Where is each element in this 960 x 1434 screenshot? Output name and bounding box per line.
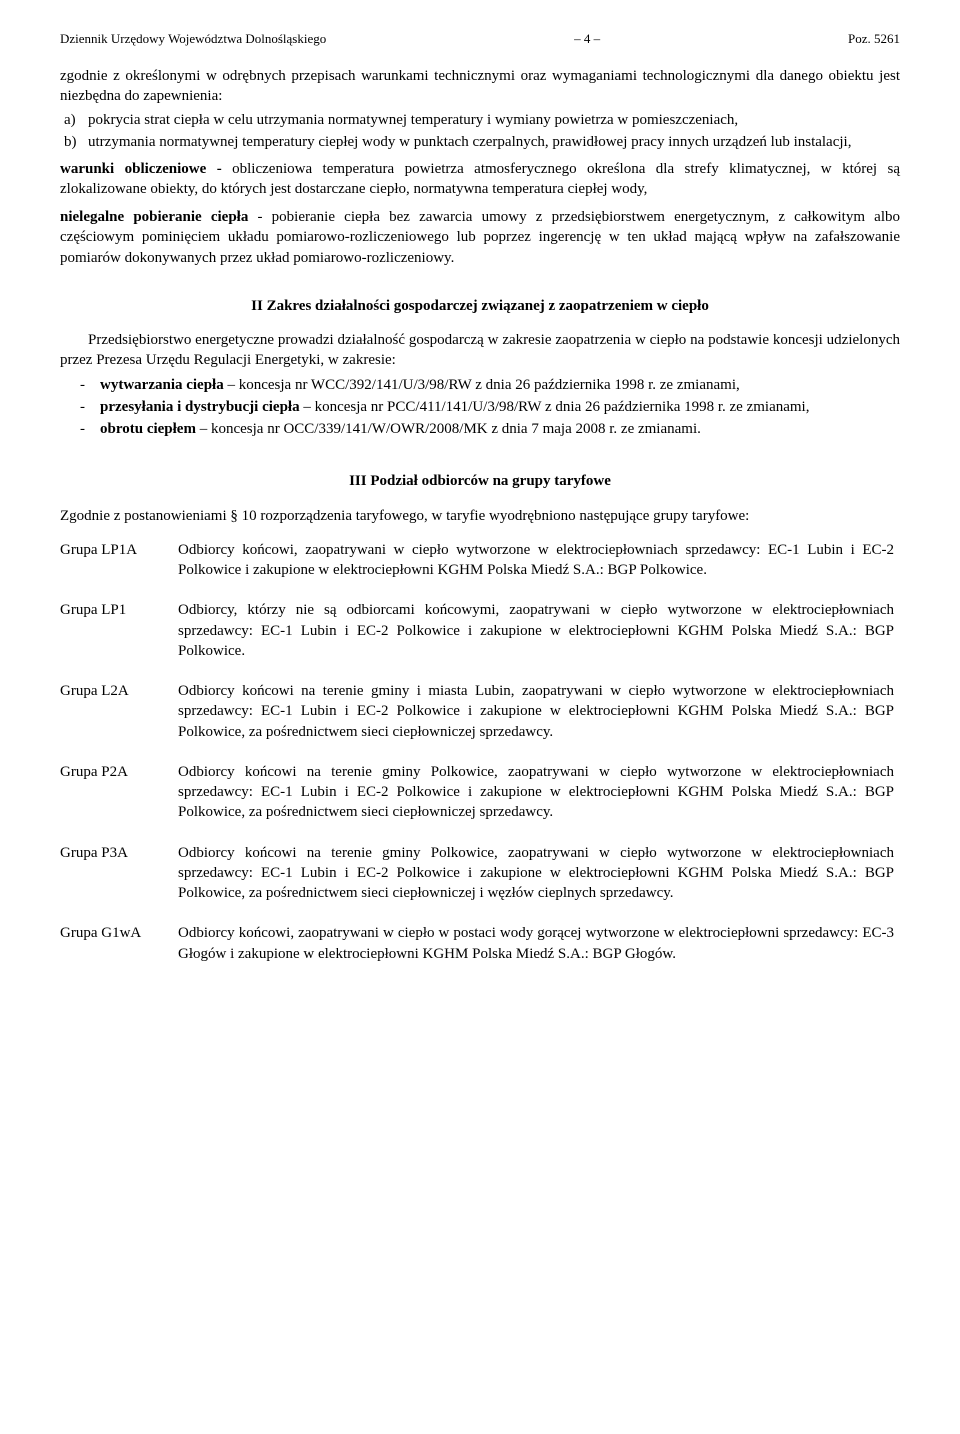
page-content: Dziennik Urzędowy Województwa Dolnośląsk… xyxy=(0,0,960,1018)
section2-title: II Zakres działalności gospodarczej zwią… xyxy=(60,296,900,316)
list-marker: - xyxy=(80,419,100,439)
group-label: Grupa P3A xyxy=(60,837,178,918)
s2-i3-bold: obrotu ciepłem xyxy=(100,421,200,437)
definition-warunki: warunki obliczeniowe - obliczeniowa temp… xyxy=(60,159,900,200)
group-desc: Odbiorcy końcowi na terenie gminy i mias… xyxy=(178,675,900,756)
s2-i2-rest: – koncesja nr PCC/411/141/U/3/98/RW z dn… xyxy=(300,399,810,415)
table-row: Grupa LP1 Odbiorcy, którzy nie są odbior… xyxy=(60,594,900,675)
group-desc: Odbiorcy końcowi, zaopatrywani w ciepło … xyxy=(178,917,900,978)
def1-bold: warunki obliczeniowe - xyxy=(60,161,232,177)
intro-list: a)pokrycia strat ciepła w celu utrzymani… xyxy=(60,110,900,153)
table-row: Grupa P2A Odbiorcy końcowi na terenie gm… xyxy=(60,756,900,837)
list-marker: b) xyxy=(64,132,88,152)
group-desc: Odbiorcy końcowi, zaopatrywani w ciepło … xyxy=(178,534,900,595)
page-number: – 4 – xyxy=(574,30,600,48)
intro-item-b: b)utrzymania normatywnej temperatury cie… xyxy=(88,132,900,152)
group-label: Grupa LP1A xyxy=(60,534,178,595)
page-header: Dziennik Urzędowy Województwa Dolnośląsk… xyxy=(60,30,900,48)
group-label: Grupa P2A xyxy=(60,756,178,837)
list-marker: a) xyxy=(64,110,88,130)
position-number: Poz. 5261 xyxy=(848,30,900,48)
table-row: Grupa L2A Odbiorcy końcowi na terenie gm… xyxy=(60,675,900,756)
def2-bold: nielegalne pobieranie ciepła xyxy=(60,209,258,225)
table-row: Grupa G1wA Odbiorcy końcowi, zaopatrywan… xyxy=(60,917,900,978)
group-label: Grupa G1wA xyxy=(60,917,178,978)
section2-item-2: -przesyłania i dystrybucji ciepła – konc… xyxy=(100,397,900,417)
s2-i1-rest: – koncesja nr WCC/392/141/U/3/98/RW z dn… xyxy=(224,377,740,393)
intro-item-b-text: utrzymania normatywnej temperatury ciepł… xyxy=(88,134,851,150)
group-desc: Odbiorcy, którzy nie są odbiorcami końco… xyxy=(178,594,900,675)
s2-i1-bold: wytwarzania ciepła xyxy=(100,377,224,393)
section2-item-3: -obrotu ciepłem – koncesja nr OCC/339/14… xyxy=(100,419,900,439)
intro-text: zgodnie z określonymi w odrębnych przepi… xyxy=(60,66,900,107)
s2-i2-bold: przesyłania i dystrybucji ciepła xyxy=(100,399,300,415)
section3-lead: Zgodnie z postanowieniami § 10 rozporząd… xyxy=(60,506,900,526)
list-marker: - xyxy=(80,397,100,417)
section2-list: -wytwarzania ciepła – koncesja nr WCC/39… xyxy=(60,375,900,440)
section2-lead: Przedsiębiorstwo energetyczne prowadzi d… xyxy=(60,330,900,371)
list-marker: - xyxy=(80,375,100,395)
section2-item-1: -wytwarzania ciepła – koncesja nr WCC/39… xyxy=(100,375,900,395)
table-row: Grupa LP1A Odbiorcy końcowi, zaopatrywan… xyxy=(60,534,900,595)
s2-i3-rest: – koncesja nr OCC/339/141/W/OWR/2008/MK … xyxy=(200,421,701,437)
intro-item-a-text: pokrycia strat ciepła w celu utrzymania … xyxy=(88,112,738,128)
tariff-groups-table: Grupa LP1A Odbiorcy końcowi, zaopatrywan… xyxy=(60,534,900,978)
group-label: Grupa LP1 xyxy=(60,594,178,675)
group-desc: Odbiorcy końcowi na terenie gminy Polkow… xyxy=(178,837,900,918)
table-row: Grupa P3A Odbiorcy końcowi na terenie gm… xyxy=(60,837,900,918)
group-label: Grupa L2A xyxy=(60,675,178,756)
journal-title: Dziennik Urzędowy Województwa Dolnośląsk… xyxy=(60,30,326,48)
intro-item-a: a)pokrycia strat ciepła w celu utrzymani… xyxy=(88,110,900,130)
section3-title: III Podział odbiorców na grupy taryfowe xyxy=(60,471,900,491)
group-desc: Odbiorcy końcowi na terenie gminy Polkow… xyxy=(178,756,900,837)
definition-nielegalne: nielegalne pobieranie ciepła - pobierani… xyxy=(60,207,900,268)
